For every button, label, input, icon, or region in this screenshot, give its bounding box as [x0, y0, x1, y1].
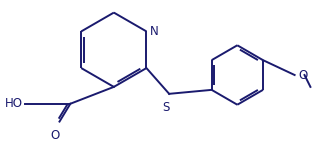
Text: S: S — [162, 101, 170, 114]
Text: O: O — [299, 69, 308, 82]
Text: HO: HO — [5, 97, 23, 110]
Text: N: N — [149, 25, 158, 38]
Text: O: O — [50, 129, 59, 141]
